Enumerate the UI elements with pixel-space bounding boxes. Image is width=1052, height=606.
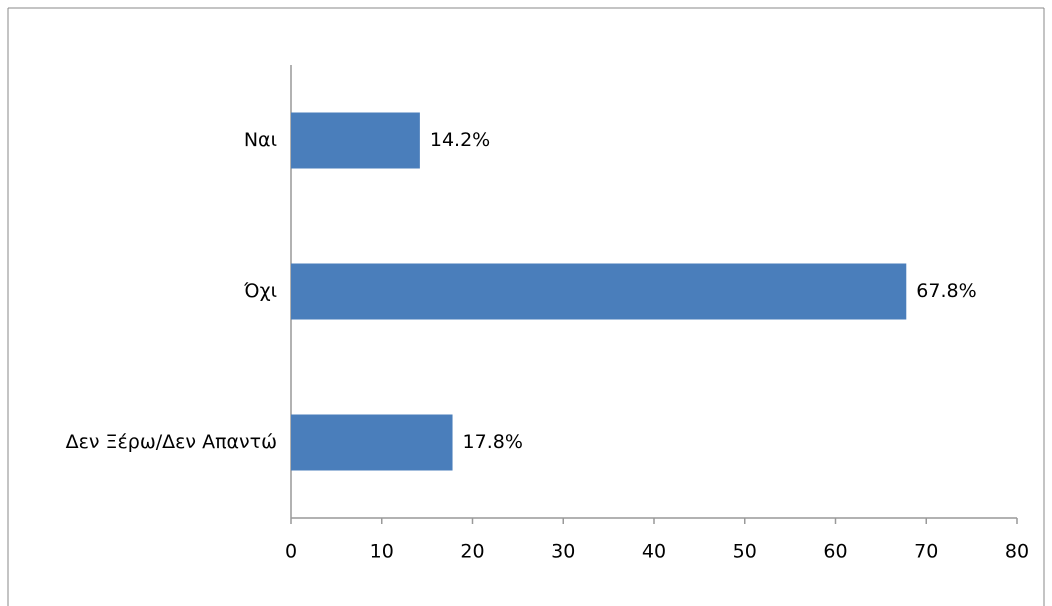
x-tick-label: 0: [285, 541, 297, 563]
data-label: 67.8%: [916, 280, 976, 302]
bar: [291, 263, 907, 320]
x-tick-label: 30: [551, 541, 575, 563]
x-tick-label: 10: [370, 541, 394, 563]
y-tick-label: Δεν Ξέρω/Δεν Απαντώ: [66, 431, 277, 453]
y-tick-label: Ναι: [244, 129, 277, 151]
x-tick-label: 70: [914, 541, 938, 563]
data-label: 17.8%: [463, 431, 523, 453]
data-label: 14.2%: [430, 129, 490, 151]
x-tick-label: 80: [1005, 541, 1029, 563]
x-tick-label: 40: [642, 541, 666, 563]
bar: [291, 112, 420, 169]
y-tick-label: Όχι: [243, 280, 277, 302]
x-tick-label: 50: [733, 541, 757, 563]
x-tick-label: 60: [823, 541, 847, 563]
bar: [291, 414, 453, 471]
x-tick-label: 20: [460, 541, 484, 563]
